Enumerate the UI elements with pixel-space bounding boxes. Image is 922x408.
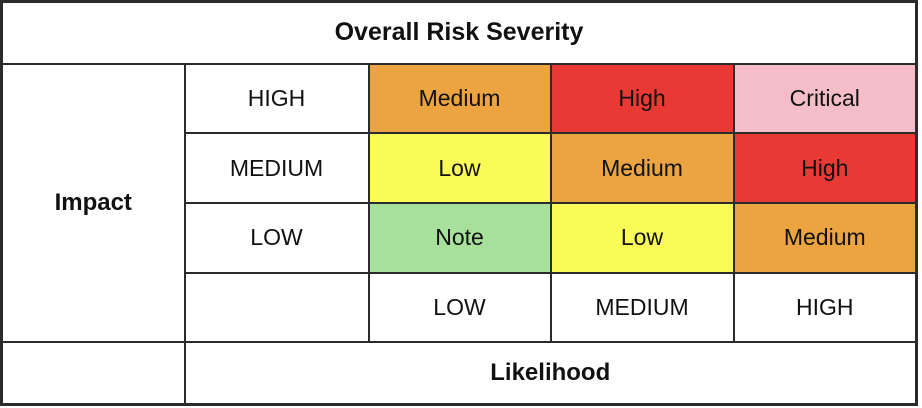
title-row: Overall Risk Severity <box>0 0 918 65</box>
likelihood-level-high: HIGH <box>732 271 918 344</box>
impact-level-low: LOW <box>183 201 370 274</box>
impact-axis-label: Impact <box>0 62 186 344</box>
likelihood-levels-row: LOW MEDIUM HIGH <box>2 271 918 344</box>
spacer-cell <box>183 271 370 344</box>
likelihood-axis-label: Likelihood <box>183 341 918 406</box>
corner-spacer-cell <box>0 341 186 406</box>
cell-medium-impact-medium-likelihood: Medium <box>549 132 735 204</box>
cell-medium-impact-high-likelihood: High <box>732 132 918 204</box>
cell-low-impact-low-likelihood: Note <box>367 201 552 274</box>
matrix-row-impact-medium: MEDIUM Low Medium High <box>2 132 918 204</box>
cell-low-impact-medium-likelihood: Low <box>549 201 735 274</box>
cell-high-impact-high-likelihood: Critical <box>732 62 918 135</box>
cell-medium-impact-low-likelihood: Low <box>367 132 552 204</box>
cell-high-impact-medium-likelihood: High <box>549 62 735 135</box>
impact-level-medium: MEDIUM <box>183 132 370 204</box>
cell-high-impact-low-likelihood: Medium <box>367 62 552 135</box>
matrix-row-impact-high: Impact HIGH Medium High Critical <box>0 62 918 344</box>
cell-low-impact-high-likelihood: Medium <box>732 201 918 274</box>
matrix-title: Overall Risk Severity <box>0 0 918 65</box>
matrix-row-impact-low: LOW Note Low Medium <box>2 201 918 274</box>
likelihood-level-low: LOW <box>367 271 552 344</box>
impact-level-high: HIGH <box>183 62 370 135</box>
likelihood-title-row: Likelihood <box>0 341 918 406</box>
likelihood-level-medium: MEDIUM <box>549 271 735 344</box>
